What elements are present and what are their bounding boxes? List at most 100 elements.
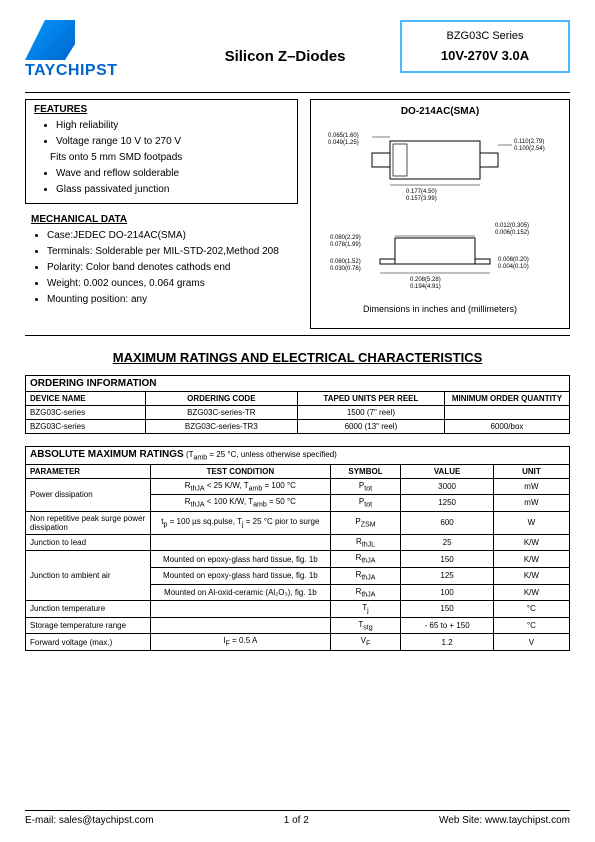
cell: Mounted on epoxy-glass hard tissue, fig.… [151,567,331,584]
series-info-box: BZG03C Series 10V-270V 3.0A [400,20,570,73]
cell: mW [493,495,569,512]
footer-page: 1 of 2 [284,815,309,826]
col-header: PARAMETER [26,464,151,478]
table-row: Non repetitive peak surge power dissipat… [26,511,570,534]
left-column: FEATURES High reliability Voltage range … [25,99,298,329]
package-title: DO-214AC(SMA) [317,106,563,117]
cell: Ptot [330,478,401,495]
cell: Forward voltage (max.) [26,634,151,651]
table-row: BZG03C-series BZG03C-series-TR 1500 (7" … [26,406,570,420]
logo-area: TAYCHIPST [25,20,170,80]
col-header: TEST CONDITION [151,464,331,478]
cell [151,601,331,618]
doc-title: Silicon Z–Diodes [170,20,400,65]
cell: 1.2 [401,634,493,651]
dim-label: 0.049(1.25) [328,140,359,146]
dim-label: 0.100(2.54) [514,146,545,152]
cell: Mounted on Al-oxid-ceramic (Al₂O₃), fig.… [151,584,331,601]
dim-label: 0.060(1.52) [330,259,361,265]
feature-item: Glass passivated junction [56,183,289,196]
table-row: Power dissipation RthJA < 25 K/W, Tamb =… [26,478,570,495]
package-caption: Dimensions in inches and (millimeters) [317,304,563,314]
col-header: SYMBOL [330,464,401,478]
table-row: Junction to ambient air Mounted on epoxy… [26,551,570,568]
dim-label: 0.157(3.99) [406,196,437,202]
table-row: BZG03C-series BZG03C-series-TR3 6000 (13… [26,420,570,434]
cell: 600 [401,511,493,534]
dim-label: 0.177(4.50) [406,189,437,195]
cell: 150 [401,601,493,618]
cell: W [493,511,569,534]
features-heading: FEATURES [34,104,289,115]
cell: RthJA [330,584,401,601]
cell: Tj [330,601,401,618]
table-row: Junction to lead RthJL 25 K/W [26,534,570,551]
series-spec: 10V-270V 3.0A [420,48,550,63]
dim-label: 0.004(0.10) [498,264,529,270]
cell: Mounted on epoxy-glass hard tissue, fig.… [151,551,331,568]
feature-item: Voltage range 10 V to 270 V [56,135,289,148]
col-header: MINIMUM ORDER QUANTITY [444,392,569,406]
page-header: TAYCHIPST Silicon Z–Diodes BZG03C Series… [25,20,570,80]
divider [25,92,570,93]
cell: K/W [493,534,569,551]
dim-label: 0.065(1.60) [328,133,359,139]
ratings-heading: ABSOLUTE MAXIMUM RATINGS (Tamb = 25 °C, … [26,447,570,465]
ordering-heading: ORDERING INFORMATION [26,376,570,392]
cell: 1500 (7" reel) [297,406,444,420]
cell: °C [493,601,569,618]
cell: IF = 0.5 A [151,634,331,651]
cell: Ptot [330,495,401,512]
cell: RthJL [330,534,401,551]
features-box: FEATURES High reliability Voltage range … [25,99,298,204]
cell: V [493,634,569,651]
cell: - 65 to + 150 [401,617,493,634]
brand-name: TAYCHIPST [25,62,170,80]
feature-item: Wave and reflow solderable [56,167,289,180]
mech-item: Terminals: Solderable per MIL-STD-202,Me… [47,245,298,258]
cell: 100 [401,584,493,601]
cell: RthJA [330,567,401,584]
right-column: DO-214AC(SMA) 0.065(1.60) 0.049(1.25) 0.… [310,99,570,329]
cell: mW [493,478,569,495]
col-header: TAPED UNITS PER REEL [297,392,444,406]
dim-label: 0.080(2.29) [330,235,361,241]
series-name: BZG03C Series [420,30,550,42]
ordering-table: ORDERING INFORMATION DEVICE NAME ORDERIN… [25,375,570,434]
mech-item: Polarity: Color band denotes cathods end [47,261,298,274]
cell: 125 [401,567,493,584]
col-header: VALUE [401,464,493,478]
mech-list: Case:JEDEC DO-214AC(SMA) Terminals: Sold… [25,229,298,306]
dim-label: 0.006(0.152) [495,230,529,236]
col-header: UNIT [493,464,569,478]
ratings-heading-text: ABSOLUTE MAXIMUM RATINGS [30,449,184,460]
cell: RthJA [330,551,401,568]
mech-item: Weight: 0.002 ounces, 0.064 grams [47,277,298,290]
cell: BZG03C-series [26,420,146,434]
dim-label: 0.194(4.91) [410,284,441,290]
logo-mark-icon [25,20,75,60]
cell: Storage temperature range [26,617,151,634]
content-columns: FEATURES High reliability Voltage range … [25,99,570,329]
cell: Junction temperature [26,601,151,618]
cell: Power dissipation [26,478,151,511]
cell: K/W [493,567,569,584]
table-row: Forward voltage (max.) IF = 0.5 A VF 1.2… [26,634,570,651]
cell: tp = 100 µs sq.pulse, Tj = 25 °C pior to… [151,511,331,534]
cell: 6000/box [444,420,569,434]
table-row: Storage temperature range Tstg - 65 to +… [26,617,570,634]
cell: BZG03C-series-TR3 [145,420,297,434]
footer-site: Web Site: www.taychipst.com [439,815,570,826]
dim-label: 0.030(0.76) [330,266,361,272]
cell: Non repetitive peak surge power dissipat… [26,511,151,534]
mech-item: Mounting position: any [47,293,298,306]
cell: K/W [493,551,569,568]
cell [444,406,569,420]
mechanical-data: MECHANICAL DATA Case:JEDEC DO-214AC(SMA)… [25,214,298,306]
cell: BZG03C-series-TR [145,406,297,420]
cell: 150 [401,551,493,568]
package-diagram-icon: 0.065(1.60) 0.049(1.25) 0.110(2.79) 0.10… [317,123,563,298]
feature-item: Fits onto 5 mm SMD footpads [50,151,289,164]
dim-label: 0.208(5.28) [410,277,441,283]
cell: BZG03C-series [26,406,146,420]
